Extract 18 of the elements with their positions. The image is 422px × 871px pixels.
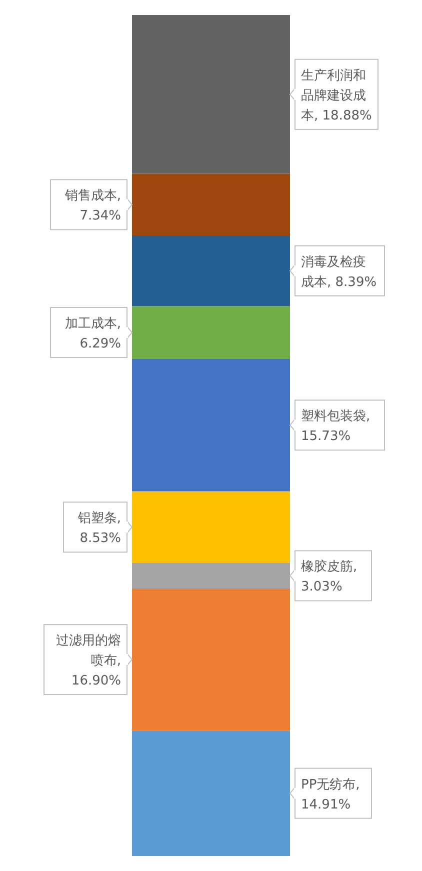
bar xyxy=(132,15,290,174)
data-label: 销售成本, 7.34% xyxy=(64,188,121,224)
bar xyxy=(132,562,290,588)
bar xyxy=(132,306,290,359)
data-label: 消毒及检疫成本, 8.39% xyxy=(301,254,377,290)
data-label: 塑料包装袋, 15.73% xyxy=(301,408,370,444)
bar xyxy=(132,358,290,492)
data-label: 橡胶皮筋, 3.03% xyxy=(301,560,358,595)
data-label: 过滤用的熔喷布, 16.90% xyxy=(56,634,121,689)
bar xyxy=(132,588,290,731)
bar xyxy=(132,730,290,856)
bar xyxy=(132,236,290,306)
data-label: PP无纺布, 14.91% xyxy=(301,777,360,812)
bar xyxy=(132,491,290,563)
data-label: 铝塑条, 8.53% xyxy=(76,510,121,546)
data-label: 生产利润和品牌建设成本, 18.88% xyxy=(301,68,372,124)
data-label: 加工成本, 6.29% xyxy=(64,316,121,352)
bar xyxy=(132,174,290,236)
